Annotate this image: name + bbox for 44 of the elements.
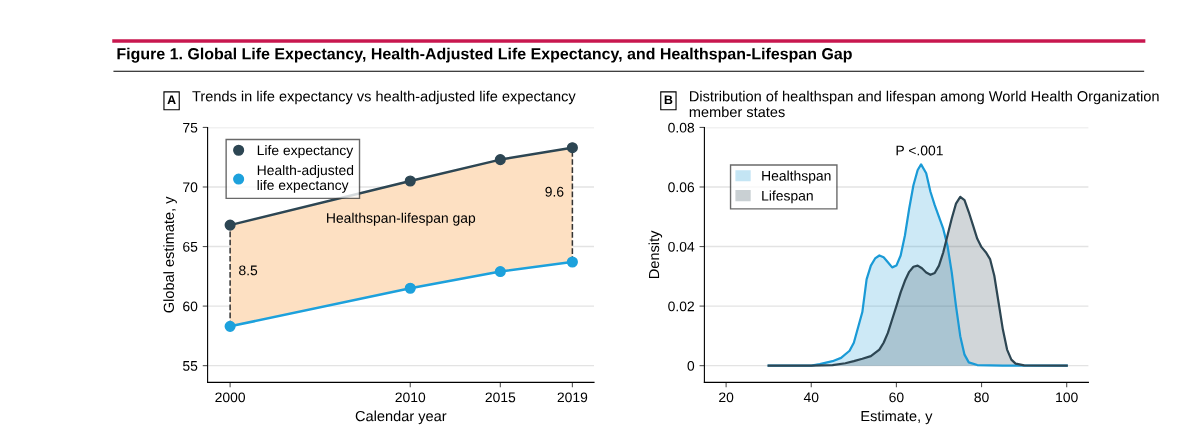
y-tick-label: 75 [183,122,198,133]
point [404,175,416,187]
y-tick-label: 65 [183,241,198,252]
point [224,219,236,231]
point [404,282,416,294]
x-tick-label: 100 [1056,392,1078,403]
y-tick-label: 0.06 [668,182,695,193]
point [494,265,506,278]
text: A [167,95,176,105]
annotation: Healthspan-lifespan gap [327,212,476,226]
point [566,256,578,268]
chart-title: Distribution of healthspan and lifespan among World Health Organization member states [689,90,1159,118]
caption: Figure 1. Global Life Expectancy, Health-Adjusted Life Expectancy, and Healthspan-Lifespan Gap [117,47,852,63]
legend-label: Life expectancy [257,145,354,158]
x-tick-label: 2010 [395,392,426,403]
y-tick-label: 0 [687,360,695,371]
y-tick-label: 0.04 [668,241,695,252]
y-tick-label: 70 [183,182,198,193]
chart-title: Trends in life expectancy vs health-adjusted life expectancy [192,90,576,105]
text: B [664,95,673,105]
y-axis-title: Global estimate, y [163,196,177,313]
annotation: 9.6 [545,186,564,197]
point [494,154,506,166]
x-tick-label: 40 [803,392,819,403]
x-tick-label: 20 [719,392,734,403]
y-tick-label: 0.08 [668,122,695,133]
x-tick-label: 80 [974,392,989,403]
legend-label: Lifespan [762,190,813,204]
legend-label: Health-adjusted life expectancy [257,164,354,193]
x-tick-label: 60 [889,392,904,403]
x-tick-label: 2015 [485,392,516,403]
point [224,320,236,332]
annotation: P <.001 [896,145,943,156]
x-axis-title: Calendar year [355,410,447,425]
y-tick-label: 55 [182,361,198,371]
y-tick-label: 0.02 [668,301,694,312]
y-tick-label: 60 [183,301,198,312]
point [566,142,578,154]
annotation: 8.5 [239,265,258,276]
x-axis-title: Estimate, y [861,410,933,425]
x-tick-label: 2000 [215,392,246,403]
legend-label: Healthspan [762,170,831,184]
y-axis-title: Density [648,230,663,278]
x-tick-label: 2019 [557,392,588,403]
